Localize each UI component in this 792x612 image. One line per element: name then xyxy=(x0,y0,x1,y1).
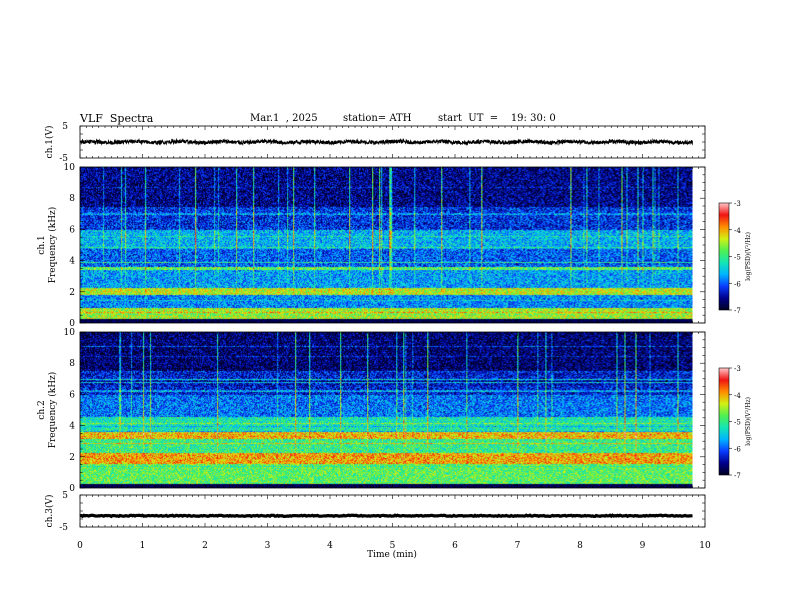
x-tick-label: 7 xyxy=(515,541,521,551)
y-tick-label: 10 xyxy=(64,163,76,173)
y-tick-label: 5 xyxy=(62,122,68,132)
ch1-spectrogram xyxy=(79,166,706,324)
x-tick-label: 8 xyxy=(577,541,583,551)
colorbar-tick-label: -4 xyxy=(734,227,741,235)
y-tick-label: 0 xyxy=(69,319,75,329)
colorbar-tick-label: -5 xyxy=(734,254,741,262)
x-tick-label: 4 xyxy=(327,541,333,551)
ch1-spectrogram-ylabel-line2: Frequency (kHz) xyxy=(47,207,58,284)
x-tick-label: 5 xyxy=(390,541,396,551)
y-tick-label: 0 xyxy=(69,484,75,494)
header-start-time: start UT = 19: 30: 0 xyxy=(438,113,556,124)
colorbar-label: log(PSD)(V²/Hz) xyxy=(745,232,752,281)
y-tick-label: 6 xyxy=(69,390,75,400)
ch3-waveform-line xyxy=(79,513,693,519)
y-tick-label: 2 xyxy=(69,453,75,463)
colorbar-tick-label: -7 xyxy=(734,307,741,315)
colorbar-tick-label: -3 xyxy=(734,365,741,373)
ch3-waveform-ylabel: ch.3(V) xyxy=(44,495,55,528)
x-tick-label: 3 xyxy=(265,541,271,551)
colorbar-tick-label: -6 xyxy=(734,445,741,453)
ch1-spectrogram-image xyxy=(80,167,693,323)
header-station: station= ATH xyxy=(343,113,412,124)
colorbar: -3 -4 -5 -6 -7 log(PSD)(V²/Hz) xyxy=(718,200,752,315)
ch2-spectrogram-image xyxy=(80,332,693,488)
x-axis-label: Time (min) xyxy=(367,549,417,560)
colorbar-tick-label: -5 xyxy=(734,419,741,427)
ch1-waveform-ylabel: ch.1(V) xyxy=(44,126,55,159)
y-tick-label: 2 xyxy=(69,288,75,298)
ch2-spectrogram xyxy=(79,331,706,489)
colorbar: -3 -4 -5 -6 -7 log(PSD)(V²/Hz) xyxy=(718,365,752,480)
ch3-waveform-panel xyxy=(79,494,706,528)
y-tick-label: 4 xyxy=(69,422,75,432)
ch2-spectrogram-ylabel-line2: Frequency (kHz) xyxy=(47,372,58,449)
y-tick-label: 6 xyxy=(69,225,75,235)
x-tick-label: 0 xyxy=(77,541,83,551)
ch1-spectrogram-ylabel-line1: ch.1 xyxy=(37,235,47,254)
y-tick-label: 10 xyxy=(64,328,76,338)
colorbar-scale xyxy=(718,367,730,476)
x-tick-label: 1 xyxy=(140,541,146,551)
colorbar-tick-label: -4 xyxy=(734,392,741,400)
colorbar-scale xyxy=(718,202,730,311)
y-tick-label: -5 xyxy=(59,523,68,533)
ch1-waveform-line xyxy=(79,137,693,147)
y-tick-label: 5 xyxy=(62,491,68,501)
y-tick-label: -5 xyxy=(59,154,68,164)
x-tick-label: 6 xyxy=(452,541,458,551)
y-tick-label: 4 xyxy=(69,257,75,267)
ch2-spectrogram-ylabel-line1: ch.2 xyxy=(37,400,47,419)
chart-title: VLF Spectra xyxy=(80,112,154,125)
y-tick-label: 8 xyxy=(69,359,75,369)
x-tick-label: 10 xyxy=(699,541,711,551)
ch1-waveform-panel xyxy=(79,125,706,159)
header-date: Mar.1 , 2025 xyxy=(250,113,318,124)
y-tick-label: 8 xyxy=(69,194,75,204)
colorbar-tick-label: -3 xyxy=(734,200,741,208)
x-tick-label: 2 xyxy=(202,541,208,551)
x-tick-label: 9 xyxy=(640,541,646,551)
colorbar-tick-label: -7 xyxy=(734,472,741,480)
colorbar-tick-label: -6 xyxy=(734,280,741,288)
colorbar-label: log(PSD)(V²/Hz) xyxy=(745,397,752,446)
